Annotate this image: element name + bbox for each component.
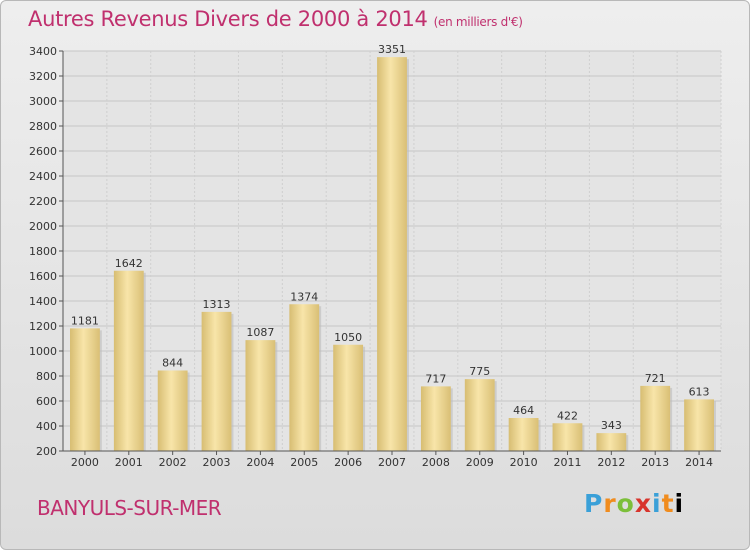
data-label: 1181 xyxy=(71,314,99,327)
data-label: 3351 xyxy=(378,43,406,56)
bar xyxy=(640,385,671,451)
bar xyxy=(70,328,100,451)
y-tick-label: 2200 xyxy=(29,195,57,208)
y-tick-label: 400 xyxy=(36,420,57,433)
x-tick-label: 2002 xyxy=(159,456,187,469)
x-tick-label: 2004 xyxy=(246,456,274,469)
y-tick-label: 1000 xyxy=(29,345,57,358)
logo-letter: t xyxy=(661,489,675,518)
data-label: 1374 xyxy=(290,290,318,303)
logo-letter: r xyxy=(603,489,617,518)
bar xyxy=(289,304,320,451)
bar xyxy=(157,370,188,451)
data-label: 613 xyxy=(689,385,710,398)
bar xyxy=(245,340,276,451)
chart-title-unit: (en milliers d'€) xyxy=(433,15,523,29)
data-label: 464 xyxy=(513,404,534,417)
data-label: 775 xyxy=(469,365,490,378)
chart-title: Autres Revenus Divers de 2000 à 2014 (en … xyxy=(28,7,523,31)
y-tick-label: 2600 xyxy=(29,145,57,158)
bar xyxy=(333,344,364,451)
logo-letter: i xyxy=(652,489,662,518)
label-layer: 1181 1642 844 1313 1087 1374 1050 3351 717 775 464… xyxy=(71,43,710,432)
bar xyxy=(684,399,714,451)
bar xyxy=(508,418,539,451)
x-tick-label: 2001 xyxy=(115,456,143,469)
logo-letter: x xyxy=(634,489,652,518)
y-tick-label: 800 xyxy=(36,370,57,383)
logo-letter: P xyxy=(584,489,604,518)
x-tick-label: 2005 xyxy=(290,456,318,469)
bar xyxy=(552,423,583,451)
data-label: 1050 xyxy=(334,331,362,344)
logo-letter: i xyxy=(674,489,685,518)
bar xyxy=(201,311,232,451)
data-label: 844 xyxy=(162,357,183,370)
y-tick-label: 2400 xyxy=(29,170,57,183)
x-tick-label: 2007 xyxy=(378,456,406,469)
bar xyxy=(113,270,144,451)
x-tick-label: 2011 xyxy=(553,456,581,469)
x-tick-label: 2012 xyxy=(597,456,625,469)
x-tick-label: 2000 xyxy=(71,456,99,469)
data-label: 1313 xyxy=(203,298,231,311)
data-label: 343 xyxy=(601,419,622,432)
y-tick-label: 1600 xyxy=(29,270,57,283)
proxiti-logo: Proxiti xyxy=(584,489,684,518)
data-label: 717 xyxy=(425,372,446,385)
bar xyxy=(464,379,495,451)
city-name: BANYULS-SUR-MER xyxy=(37,496,222,520)
bar xyxy=(377,57,407,451)
y-tick-label: 600 xyxy=(36,395,57,408)
axis-layer: 200 400 600 800 1000 1200 1400 1600 1800 2000 2200… xyxy=(29,45,721,469)
x-tick-label: 2010 xyxy=(510,456,538,469)
y-tick-label: 1800 xyxy=(29,245,57,258)
x-tick-label: 2013 xyxy=(641,456,669,469)
logo-letter: o xyxy=(616,489,635,518)
y-tick-label: 2000 xyxy=(29,220,57,233)
y-tick-label: 1200 xyxy=(29,320,57,333)
x-tick-label: 2009 xyxy=(466,456,494,469)
y-tick-label: 200 xyxy=(36,445,57,458)
y-tick-label: 3400 xyxy=(29,45,57,58)
data-label: 721 xyxy=(645,372,666,385)
data-label: 1087 xyxy=(246,326,274,339)
y-tick-label: 2800 xyxy=(29,120,57,133)
chart-title-text: Autres Revenus Divers de 2000 à 2014 xyxy=(28,7,428,31)
data-label: 1642 xyxy=(115,257,143,270)
bar-layer xyxy=(70,57,716,451)
x-tick-label: 2008 xyxy=(422,456,450,469)
y-tick-label: 3200 xyxy=(29,70,57,83)
bar xyxy=(420,386,451,451)
bar xyxy=(596,433,627,451)
y-tick-label: 1400 xyxy=(29,295,57,308)
x-tick-label: 2014 xyxy=(685,456,713,469)
data-label: 422 xyxy=(557,409,578,422)
x-tick-label: 2003 xyxy=(203,456,231,469)
x-tick-label: 2006 xyxy=(334,456,362,469)
y-tick-label: 3000 xyxy=(29,95,57,108)
